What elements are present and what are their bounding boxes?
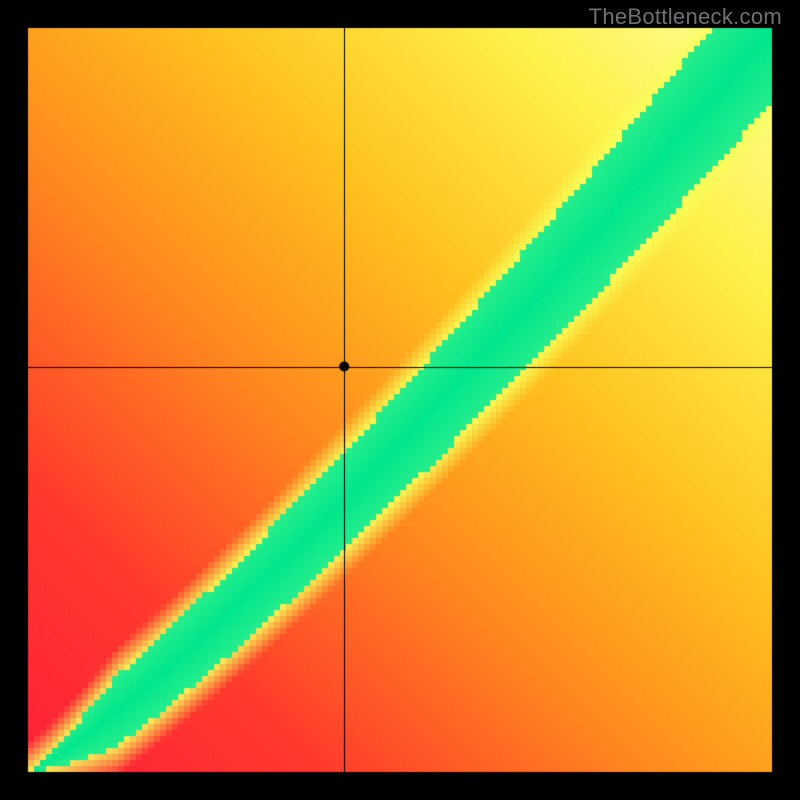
heatmap-canvas	[0, 0, 800, 800]
watermark-text: TheBottleneck.com	[589, 4, 782, 30]
